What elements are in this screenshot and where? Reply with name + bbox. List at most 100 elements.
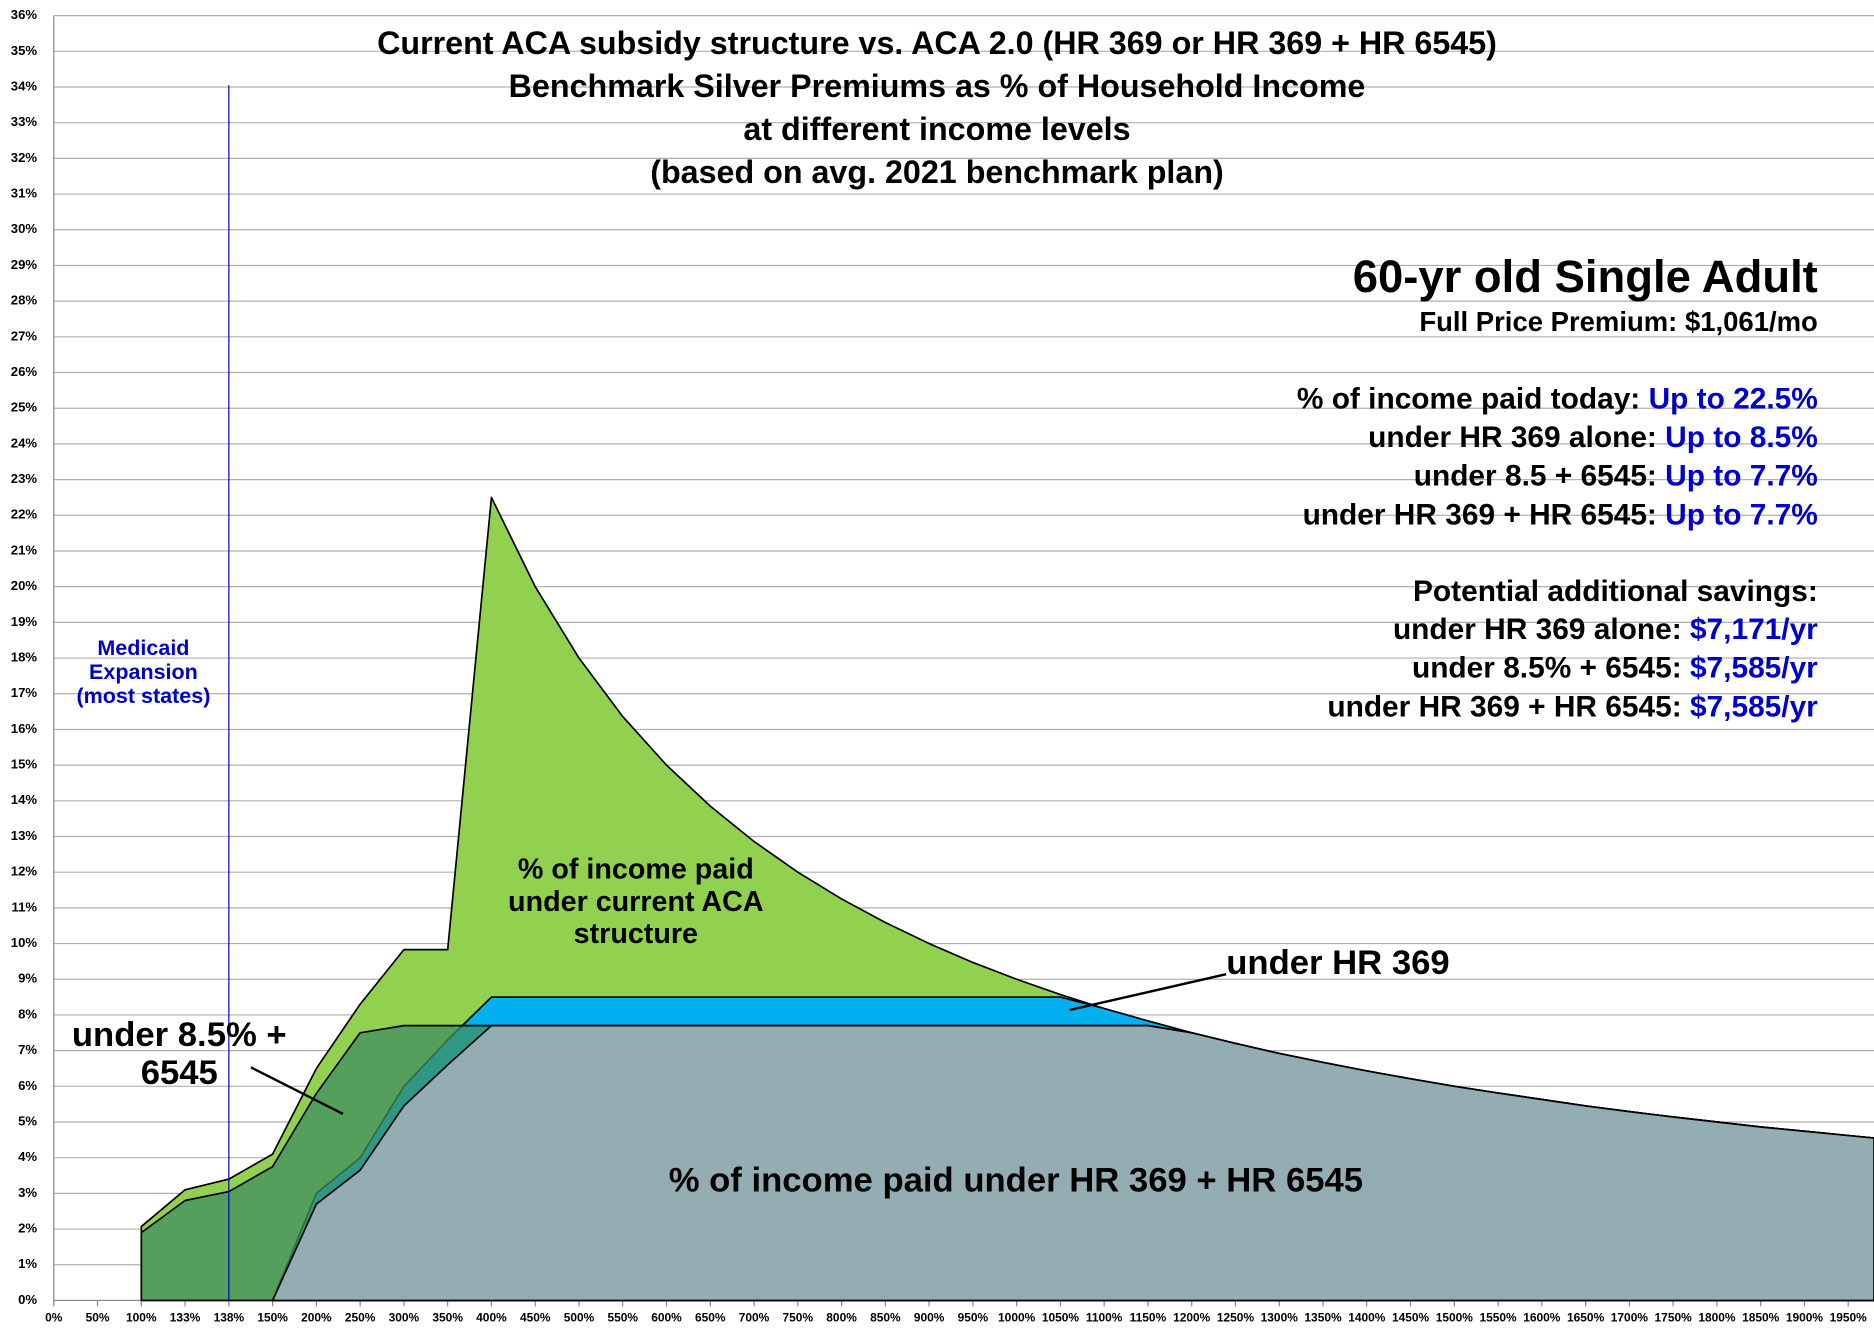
- areas: [140, 496, 1874, 1302]
- x-tick-label: 1650%: [1567, 1311, 1605, 1325]
- medicaid-label: Medicaid Expansion (most states): [76, 635, 211, 709]
- chart-title: (based on avg. 2021 benchmark plan): [650, 154, 1224, 190]
- x-tick-label: 1100%: [1086, 1311, 1123, 1325]
- panel-heading: 60-yr old Single Adult: [1353, 251, 1818, 302]
- y-tick-label: 36%: [11, 7, 38, 22]
- x-tick-label: 138%: [214, 1311, 245, 1325]
- y-tick-label: 31%: [11, 186, 38, 201]
- panel-row-value: Up to 7.7%: [1665, 498, 1818, 531]
- y-tick-label: 24%: [11, 435, 38, 450]
- panel-row: under 8.5% + 6545: $7,585/yr: [1412, 652, 1818, 685]
- chart-title: Current ACA subsidy structure vs. ACA 2.…: [377, 25, 1497, 61]
- x-tick-label: 133%: [170, 1311, 201, 1325]
- x-tick-label: 1150%: [1130, 1311, 1167, 1325]
- x-tick-label: 1700%: [1611, 1311, 1649, 1325]
- x-tick-label: 450%: [520, 1311, 551, 1325]
- y-tick-label: 0%: [18, 1292, 37, 1307]
- x-tick-label: 250%: [345, 1311, 376, 1325]
- panel-row-label: % of income paid today:: [1297, 382, 1640, 415]
- panel-row-value: $7,171/yr: [1690, 613, 1818, 646]
- y-tick-label: 8%: [18, 1006, 37, 1021]
- y-tick-label: 21%: [11, 542, 38, 557]
- panel-row: % of income paid today: Up to 22.5%: [1297, 382, 1818, 415]
- x-tick-label: 1000%: [998, 1311, 1036, 1325]
- y-tick-label: 2%: [18, 1221, 37, 1236]
- panel-row-value: $7,585/yr: [1690, 652, 1818, 685]
- x-tick-label: 1850%: [1742, 1311, 1780, 1325]
- x-tick-label: 1450%: [1392, 1311, 1430, 1325]
- x-tick-label: 1350%: [1304, 1311, 1342, 1325]
- panel-heading: Potential additional savings:: [1413, 575, 1818, 608]
- y-tick-label: 1%: [18, 1256, 37, 1271]
- chart-title: Benchmark Silver Premiums as % of Househ…: [509, 68, 1366, 104]
- x-tick-label: 900%: [914, 1311, 945, 1325]
- series-label: under 8.5% + 6545: [71, 1015, 287, 1094]
- x-tick-label: 400%: [476, 1311, 507, 1325]
- series-label-box: % of income paid under current ACA struc…: [508, 854, 764, 950]
- x-tick-label: 1550%: [1479, 1311, 1517, 1325]
- panel-row-label: under HR 369 alone:: [1393, 613, 1682, 646]
- x-tick-label: 1400%: [1348, 1311, 1386, 1325]
- x-tick-label: 1050%: [1042, 1311, 1080, 1325]
- panel-row: under 8.5 + 6545: Up to 7.7%: [1414, 460, 1818, 493]
- x-tick-label: 100%: [126, 1311, 157, 1325]
- y-tick-label: 32%: [11, 150, 38, 165]
- y-tick-label: 26%: [11, 364, 38, 379]
- y-tick-label: 11%: [12, 899, 38, 914]
- x-tick-label: 800%: [826, 1311, 857, 1325]
- x-tick-label: 1900%: [1786, 1311, 1824, 1325]
- x-tick-label: 1950%: [1830, 1311, 1868, 1325]
- y-tick-label: 34%: [11, 78, 38, 93]
- series-label: % of income paid under current ACA struc…: [508, 854, 764, 950]
- y-tick-label: 5%: [18, 1113, 37, 1128]
- panel-row-label: under 8.5% + 6545:: [1412, 652, 1682, 685]
- x-tick-label: 1500%: [1436, 1311, 1474, 1325]
- panel-row: under HR 369 + HR 6545: Up to 7.7%: [1303, 498, 1818, 531]
- panel-row-label: under 8.5 + 6545:: [1414, 460, 1657, 493]
- y-tick-label: 23%: [11, 471, 38, 486]
- series-label-box: under HR 369: [1226, 944, 1449, 982]
- y-tick-label: 6%: [18, 1078, 37, 1093]
- panel-row-value: Up to 8.5%: [1665, 421, 1818, 454]
- panel-subheading: Full Price Premium: $1,061/mo: [1419, 306, 1817, 337]
- panel-row-value: Up to 22.5%: [1649, 382, 1818, 415]
- medicaid-label-box: Medicaid Expansion (most states): [76, 635, 211, 709]
- x-tick-label: 950%: [958, 1311, 989, 1325]
- y-tick-label: 30%: [11, 221, 38, 236]
- y-tick-label: 10%: [11, 935, 38, 950]
- x-tick-label: 1600%: [1523, 1311, 1561, 1325]
- x-tick-label: 300%: [389, 1311, 420, 1325]
- overlay: Medicaid Expansion (most states) % of inc…: [71, 25, 1818, 1301]
- x-tick-label: 1300%: [1261, 1311, 1299, 1325]
- x-tick-label: 200%: [301, 1311, 332, 1325]
- y-tick-label: 12%: [11, 864, 38, 879]
- y-tick-label: 3%: [18, 1185, 37, 1200]
- panel-row: under HR 369 + HR 6545: $7,585/yr: [1327, 690, 1818, 723]
- x-tick-label: 350%: [432, 1311, 463, 1325]
- y-tick-label: 14%: [11, 792, 38, 807]
- y-tick-label: 7%: [18, 1042, 37, 1057]
- x-tick-label: 750%: [783, 1311, 814, 1325]
- panel-row: under HR 369 alone: $7,171/yr: [1393, 613, 1818, 646]
- x-tick-label: 150%: [257, 1311, 288, 1325]
- area: [271, 1024, 1874, 1302]
- series-label-box: % of income paid under HR 369 + HR 6545: [668, 1161, 1364, 1201]
- y-tick-label: 27%: [11, 328, 38, 343]
- series-label: % of income paid under HR 369 + HR 6545: [668, 1161, 1364, 1201]
- x-tick-label: 550%: [607, 1311, 638, 1325]
- y-tick-label: 18%: [11, 650, 38, 665]
- x-tick-label: 700%: [739, 1311, 770, 1325]
- x-tick-label: 650%: [695, 1311, 726, 1325]
- x-tick-label: 850%: [870, 1311, 901, 1325]
- panel-row-value: Up to 7.7%: [1665, 460, 1818, 493]
- x-tick-label: 1250%: [1217, 1311, 1255, 1325]
- panel-row: under HR 369 alone: Up to 8.5%: [1368, 421, 1818, 454]
- y-tick-label: 35%: [11, 43, 38, 58]
- y-tick-label: 33%: [11, 114, 38, 129]
- y-tick-label: 17%: [11, 685, 38, 700]
- y-tick-label: 9%: [18, 971, 37, 986]
- y-tick-label: 15%: [11, 757, 38, 772]
- y-tick-label: 20%: [11, 578, 38, 593]
